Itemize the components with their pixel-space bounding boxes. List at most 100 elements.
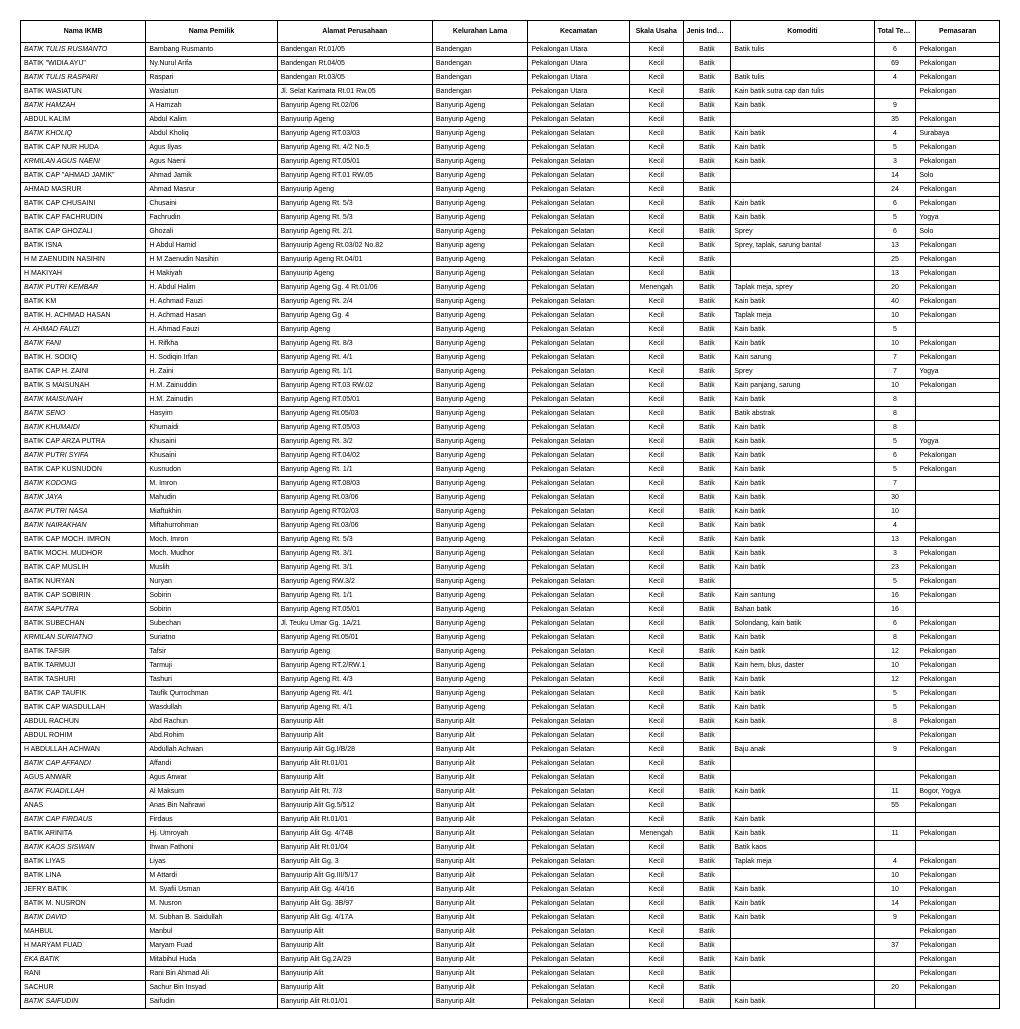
table-cell: Batik bbox=[683, 841, 731, 855]
column-header: Kelurahan Lama bbox=[432, 21, 528, 43]
table-cell: 5 bbox=[874, 435, 916, 449]
table-cell: Pekalongan bbox=[916, 659, 1000, 673]
table-cell: Pekalongan Utara bbox=[528, 43, 629, 57]
table-cell: Sprey bbox=[731, 365, 874, 379]
table-cell: Batik bbox=[683, 757, 731, 771]
table-cell: Kecil bbox=[629, 43, 683, 57]
table-cell: Banyurip Ageng Rt. 3/1 bbox=[277, 547, 432, 561]
table-cell: H. Sodiqin Irfan bbox=[146, 351, 277, 365]
table-row: H ABDULLAH ACHWANAbdullah AchwanBanyuuri… bbox=[21, 743, 1000, 757]
table-cell: Banyurip Alit bbox=[432, 771, 528, 785]
table-cell: BATIK ARINITA bbox=[21, 827, 146, 841]
table-cell: BATIK CAP MUSLIH bbox=[21, 561, 146, 575]
table-cell: Kain batik bbox=[731, 127, 874, 141]
table-cell: BATIK SENO bbox=[21, 407, 146, 421]
table-cell: Batik bbox=[683, 883, 731, 897]
column-header: Komoditi bbox=[731, 21, 874, 43]
table-cell: Kecil bbox=[629, 939, 683, 953]
table-cell: Saifudin bbox=[146, 995, 277, 1009]
table-cell: Banyurip Ageng bbox=[432, 435, 528, 449]
table-cell: Kain batik bbox=[731, 519, 874, 533]
table-cell: Kecil bbox=[629, 127, 683, 141]
table-cell: BATIK KAOS SISWAN bbox=[21, 841, 146, 855]
table-cell: Anas Bin Nahrawi bbox=[146, 799, 277, 813]
table-cell: 10 bbox=[874, 505, 916, 519]
table-head: Nama IKMBNama PemilikAlamat PerusahaanKe… bbox=[21, 21, 1000, 43]
table-cell: BATIK CAP CHUSAINI bbox=[21, 197, 146, 211]
table-cell: Banyurip Ageng bbox=[432, 253, 528, 267]
table-cell: Kain batik bbox=[731, 211, 874, 225]
table-cell: Bogor, Yogya bbox=[916, 785, 1000, 799]
table-cell: Banyurip Ageng Rt. 3/1 bbox=[277, 561, 432, 575]
table-cell: 20 bbox=[874, 981, 916, 995]
table-cell: Banyurip Ageng Rt. 4/2 No.5 bbox=[277, 141, 432, 155]
table-cell: Taplak meja bbox=[731, 309, 874, 323]
table-cell: Banyurip Ageng bbox=[432, 659, 528, 673]
table-cell: Banyurip Ageng bbox=[432, 491, 528, 505]
table-cell: Rani Bin Ahmad Ali bbox=[146, 967, 277, 981]
table-cell: BATIK CAP MOCH. IMRON bbox=[21, 533, 146, 547]
table-row: BATIK JAYAMahudinBanyurip Ageng Rt.03/06… bbox=[21, 491, 1000, 505]
table-cell: Pekalongan Selatan bbox=[528, 645, 629, 659]
table-cell: BATIK SAPUTRA bbox=[21, 603, 146, 617]
table-cell: Kain batik bbox=[731, 393, 874, 407]
table-cell: Banyurip Ageng bbox=[432, 113, 528, 127]
table-cell: Kecil bbox=[629, 463, 683, 477]
table-cell: Banyuurip Alit bbox=[277, 771, 432, 785]
table-cell: 3 bbox=[874, 155, 916, 169]
table-cell: Batik bbox=[683, 85, 731, 99]
table-row: BATIK TULIS RUSMANTOBambang RusmantoBand… bbox=[21, 43, 1000, 57]
table-cell: Pekalongan Selatan bbox=[528, 729, 629, 743]
table-cell: Agus Ilyas bbox=[146, 141, 277, 155]
table-cell: 24 bbox=[874, 183, 916, 197]
table-cell: Kain batik bbox=[731, 435, 874, 449]
table-cell: Batik tulis bbox=[731, 43, 874, 57]
table-cell: Sobirin bbox=[146, 603, 277, 617]
table-cell: Banyurip Ageng bbox=[432, 519, 528, 533]
table-cell: Pekalongan Selatan bbox=[528, 603, 629, 617]
table-cell: Pekalongan bbox=[916, 309, 1000, 323]
table-cell: Banyurip Ageng bbox=[432, 449, 528, 463]
table-cell: Pekalongan bbox=[916, 351, 1000, 365]
table-row: AHMAD MASRURAhmad MasrurBanyuurip AgengB… bbox=[21, 183, 1000, 197]
table-cell: BATIK TULIS RASPARI bbox=[21, 71, 146, 85]
table-cell: Banyurip Ageng RT.05/01 bbox=[277, 603, 432, 617]
table-cell: 25 bbox=[874, 253, 916, 267]
table-cell: Pekalongan bbox=[916, 771, 1000, 785]
table-cell: Batik bbox=[683, 113, 731, 127]
table-cell: Kecil bbox=[629, 393, 683, 407]
table-cell: Batik bbox=[683, 505, 731, 519]
column-header: Total Tenaga Kerja bbox=[874, 21, 916, 43]
table-cell: Banyurip Ageng bbox=[277, 323, 432, 337]
table-cell: 13 bbox=[874, 533, 916, 547]
table-cell: Pekalongan Selatan bbox=[528, 841, 629, 855]
table-row: BATIK CAP WASDULLAHWasdullahBanyurip Age… bbox=[21, 701, 1000, 715]
table-cell: 3 bbox=[874, 547, 916, 561]
table-cell: Jl. Selat Karimata Rt.01 Rw.05 bbox=[277, 85, 432, 99]
table-cell: Taplak meja, sprey bbox=[731, 281, 874, 295]
table-cell: Pekalongan Selatan bbox=[528, 547, 629, 561]
table-row: KRMILAN AGUS NAENIAgus NaeniBanyurip Age… bbox=[21, 155, 1000, 169]
table-row: RANIRani Bin Ahmad AliBanyuurip AlitBany… bbox=[21, 967, 1000, 981]
table-cell bbox=[731, 57, 874, 71]
table-cell: Pekalongan Utara bbox=[528, 85, 629, 99]
table-cell: Batik bbox=[683, 547, 731, 561]
table-cell: Kecil bbox=[629, 337, 683, 351]
table-cell: Kain batik bbox=[731, 715, 874, 729]
table-cell: Pekalongan Selatan bbox=[528, 533, 629, 547]
table-cell: BATIK CAP H. ZAINI bbox=[21, 365, 146, 379]
table-cell: Kain batik bbox=[731, 631, 874, 645]
table-cell: Solondang, kain batik bbox=[731, 617, 874, 631]
table-cell: Pekalongan Selatan bbox=[528, 883, 629, 897]
table-cell: Pekalongan bbox=[916, 197, 1000, 211]
table-cell: Banyurip Alit Rt.01/01 bbox=[277, 757, 432, 771]
table-cell: Batik bbox=[683, 183, 731, 197]
table-cell: Kecil bbox=[629, 491, 683, 505]
table-cell: Kecil bbox=[629, 477, 683, 491]
table-cell: Batik bbox=[683, 99, 731, 113]
table-row: BATIK CAP GHOZALIGhozaliBanyurip Ageng R… bbox=[21, 225, 1000, 239]
table-cell: Batik bbox=[683, 659, 731, 673]
table-cell: Banyurip Ageng bbox=[432, 393, 528, 407]
table-cell bbox=[916, 995, 1000, 1009]
table-cell: Pekalongan Selatan bbox=[528, 393, 629, 407]
